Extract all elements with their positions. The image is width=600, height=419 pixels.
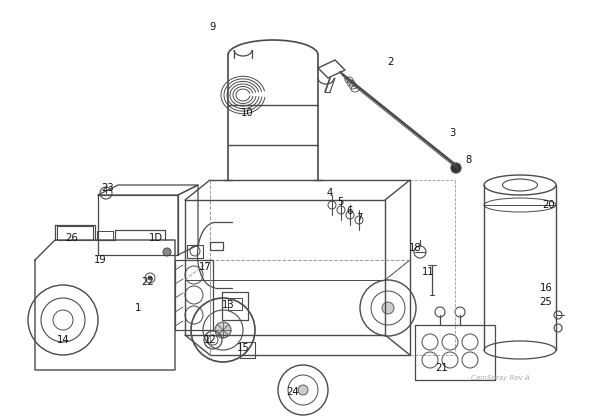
Text: 4: 4 [327,188,333,198]
Text: 24: 24 [287,387,299,397]
Text: 25: 25 [539,297,553,307]
Text: 9: 9 [210,22,216,32]
Text: 23: 23 [101,183,115,193]
Text: CamSpray Rev A: CamSpray Rev A [471,375,530,381]
Text: 18: 18 [409,243,421,253]
Circle shape [215,322,231,338]
Text: 3: 3 [449,128,455,138]
Text: 5: 5 [337,197,343,207]
Text: 8: 8 [465,155,471,165]
Circle shape [163,248,171,256]
Text: 1: 1 [135,303,141,313]
Text: 13: 13 [221,300,235,310]
Circle shape [451,163,461,173]
Text: 6: 6 [346,206,352,216]
Circle shape [382,302,394,314]
Text: 10: 10 [241,108,253,118]
Text: 15: 15 [236,343,250,353]
Text: 1D: 1D [149,233,163,243]
Text: 2: 2 [387,57,393,67]
Circle shape [298,385,308,395]
Text: 16: 16 [539,283,553,293]
Text: 26: 26 [65,233,79,243]
Text: 11: 11 [422,267,434,277]
Text: 7: 7 [356,213,362,223]
Circle shape [148,276,152,280]
Text: 14: 14 [56,335,70,345]
Text: 20: 20 [542,200,556,210]
Text: 19: 19 [94,255,106,265]
Text: 12: 12 [203,335,217,345]
Text: 21: 21 [436,363,448,373]
Text: 22: 22 [142,277,154,287]
Text: 17: 17 [199,262,211,272]
